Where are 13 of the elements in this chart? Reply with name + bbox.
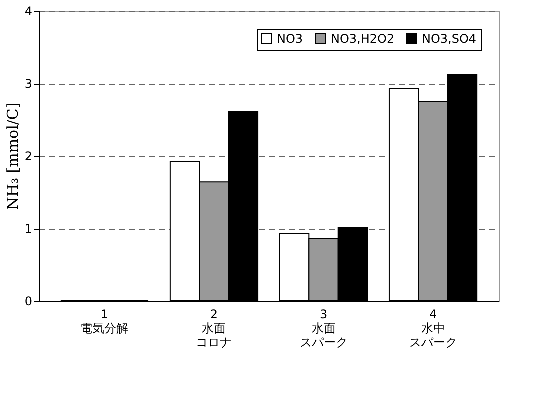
y-tick-label: 3 — [24, 77, 32, 91]
x-tick-label: 4 水中スパーク — [409, 308, 458, 350]
y-tick-label: 0 — [24, 294, 32, 308]
legend-label: NO3,SO4 — [422, 32, 477, 46]
y-tick-label: 4 — [24, 4, 32, 18]
legend-label: NO3,H2O2 — [331, 32, 395, 46]
x-tick-label: 1 電気分解 — [80, 308, 129, 336]
legend-label: NO3 — [277, 32, 304, 46]
y-axis-title: NH₃ [mmol/C] — [4, 102, 22, 210]
x-tick-label: 3 水面スパーク — [300, 308, 348, 350]
y-tick-label: 1 — [24, 222, 32, 236]
y-tick-label: 2 — [24, 150, 32, 164]
x-tick-label: 2 水面コロナ — [196, 308, 232, 350]
